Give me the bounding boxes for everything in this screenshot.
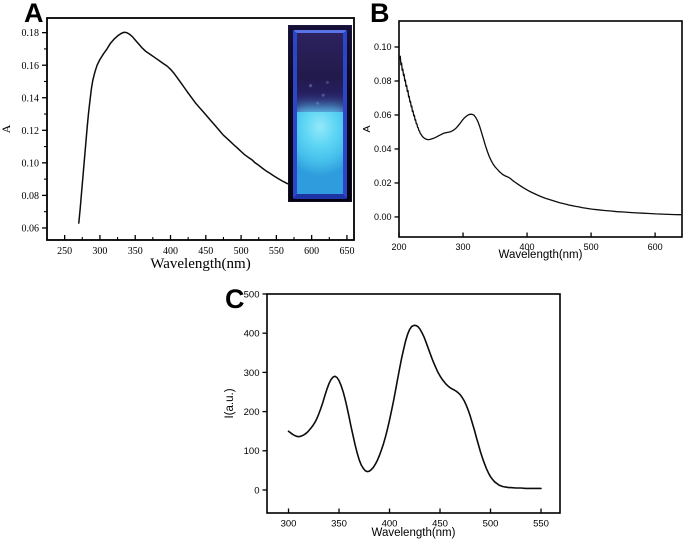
svg-text:350: 350	[331, 519, 347, 530]
panel-c-emission: 300 350 400 450 500 550 0 100 200 300 400 500 Wavele…	[218, 280, 583, 544]
svg-text:400: 400	[163, 246, 178, 257]
svg-text:0.08: 0.08	[374, 76, 392, 86]
panel-a-letter: A	[24, 0, 44, 28]
svg-text:Wavelength(nm): Wavelength(nm)	[372, 527, 456, 539]
svg-text:550: 550	[533, 519, 549, 530]
panel-b-absorption: 200 300 400 500 600 0.00 0.02 0.04 0.06 0.08 0.10 W…	[352, 0, 685, 268]
svg-text:0.04: 0.04	[374, 144, 392, 154]
svg-text:0.02: 0.02	[374, 178, 392, 188]
svg-text:300: 300	[456, 242, 471, 252]
cuvette	[293, 30, 347, 199]
svg-text:0.00: 0.00	[374, 212, 392, 222]
svg-text:300: 300	[244, 368, 260, 379]
panel-c-letter: C	[225, 284, 245, 314]
panel-a-uv-vis-absorption: 250 300 350 400 450 500 550 600 650 0.06 0.08 0.10 0…	[0, 0, 370, 278]
absorbance-spectrum-chart-b: 200 300 400 500 600 0.00 0.02 0.04 0.06 0.08 0.10 W…	[361, 20, 683, 261]
svg-text:0.10: 0.10	[22, 158, 40, 169]
svg-text:Wavelength(nm): Wavelength(nm)	[150, 256, 250, 272]
svg-text:650: 650	[339, 246, 354, 257]
svg-text:400: 400	[244, 329, 260, 340]
svg-text:A: A	[0, 124, 13, 133]
svg-text:300: 300	[92, 246, 107, 257]
svg-text:I(a.u.): I(a.u.)	[224, 388, 236, 418]
svg-text:0.14: 0.14	[22, 93, 40, 104]
absorbance-spectrum-chart-a: 250 300 350 400 450 500 550 600 650 0.06 0.08 0.10 0…	[0, 17, 355, 272]
cuvette-uv-photo-inset	[288, 25, 352, 202]
svg-text:100: 100	[244, 446, 260, 457]
svg-text:600: 600	[304, 246, 319, 257]
svg-text:0.06: 0.06	[374, 110, 392, 120]
cuvette-headspace	[297, 33, 343, 112]
svg-text:600: 600	[648, 242, 663, 252]
svg-text:0.08: 0.08	[22, 191, 40, 202]
svg-text:0.18: 0.18	[22, 28, 40, 39]
svg-text:200: 200	[244, 407, 260, 418]
svg-text:300: 300	[281, 519, 297, 530]
svg-text:250: 250	[57, 246, 72, 257]
svg-text:400: 400	[520, 242, 535, 252]
svg-text:500: 500	[244, 289, 260, 300]
svg-text:0.16: 0.16	[22, 61, 40, 72]
svg-text:0.10: 0.10	[374, 42, 392, 52]
svg-text:500: 500	[483, 519, 499, 530]
svg-text:Wavelength(nm): Wavelength(nm)	[499, 249, 583, 261]
svg-text:0.06: 0.06	[22, 224, 40, 235]
svg-text:500: 500	[584, 242, 599, 252]
svg-text:200: 200	[391, 242, 406, 252]
svg-text:450: 450	[432, 519, 448, 530]
panel-b-letter: B	[370, 0, 390, 28]
cuvette-glowing-liquid	[297, 111, 343, 194]
svg-text:500: 500	[234, 246, 249, 257]
svg-text:A: A	[361, 125, 373, 132]
svg-text:450: 450	[198, 246, 213, 257]
svg-text:0: 0	[254, 485, 259, 496]
emission-spectrum-chart-c: 300 350 400 450 500 550 0 100 200 300 400 500 Wavele…	[224, 289, 561, 539]
svg-text:350: 350	[128, 246, 143, 257]
svg-text:0.12: 0.12	[22, 126, 40, 137]
svg-text:550: 550	[269, 246, 284, 257]
svg-text:400: 400	[382, 519, 398, 530]
